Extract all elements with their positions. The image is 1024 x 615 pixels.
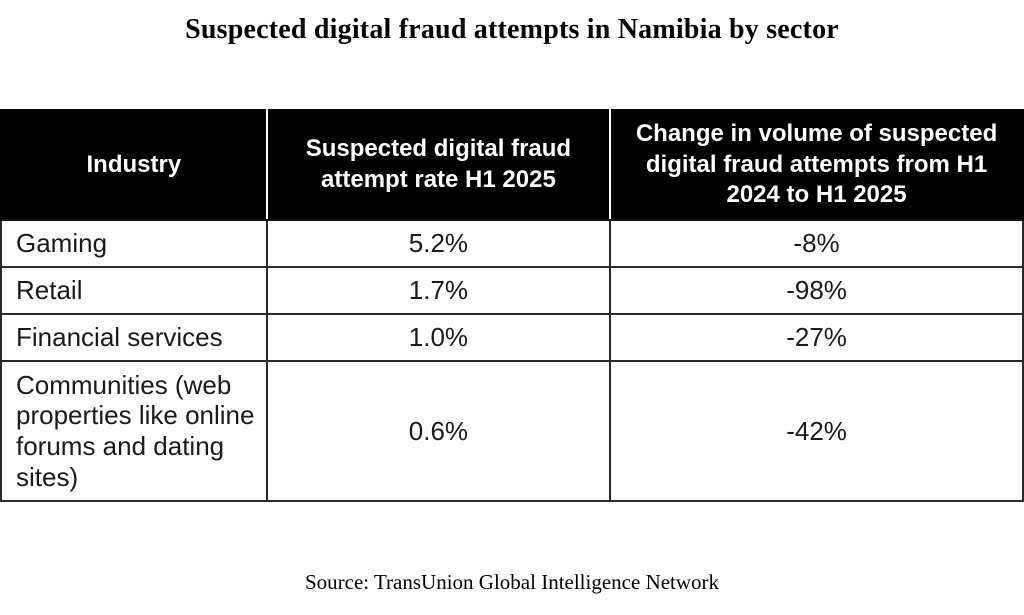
table-row: Gaming 5.2% -8% [0, 219, 1024, 268]
table-row: Financial services 1.0% -27% [0, 313, 1024, 362]
rate-cell: 5.2% [265, 219, 612, 268]
change-cell: -98% [609, 266, 1024, 315]
table-header-row: Industry Suspected digital fraud attempt… [0, 109, 1024, 221]
rate-cell: 1.0% [265, 313, 612, 362]
table-row: Communities (web properties like online … [0, 360, 1024, 502]
source-attribution: Source: TransUnion Global Intelligence N… [304, 570, 720, 594]
col-header-rate: Suspected digital fraud attempt rate H1 … [266, 109, 612, 221]
industry-cell: Gaming [0, 219, 268, 268]
fraud-table: Industry Suspected digital fraud attempt… [0, 109, 1024, 502]
table-row: Retail 1.7% -98% [0, 266, 1024, 315]
industry-cell: Retail [0, 266, 268, 315]
change-cell: -8% [609, 219, 1024, 268]
rate-cell: 1.7% [265, 266, 612, 315]
change-cell: -27% [609, 313, 1024, 362]
page-title: Suspected digital fraud attempts in Nami… [185, 14, 839, 45]
rate-cell: 0.6% [265, 360, 612, 502]
change-cell: -42% [609, 360, 1024, 502]
col-header-change: Change in volume of suspected digital fr… [610, 109, 1024, 221]
fraud-table-container: Industry Suspected digital fraud attempt… [0, 109, 1024, 502]
industry-cell: Communities (web properties like online … [0, 360, 268, 502]
col-header-industry: Industry [0, 109, 268, 221]
industry-cell: Financial services [0, 313, 268, 362]
